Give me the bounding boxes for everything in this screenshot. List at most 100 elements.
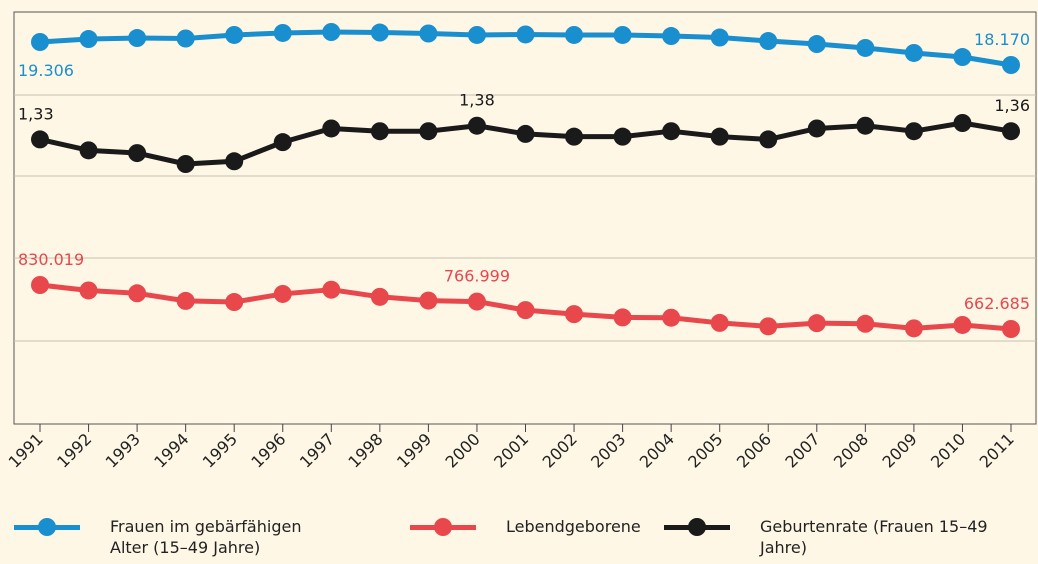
legend-label: Lebendgeborene: [506, 517, 641, 536]
plot-frame: [13, 11, 1037, 425]
x-tick-label: 1994: [150, 429, 192, 471]
legend-item: Frauen im gebärfähigen Alter (15–49 Jahr…: [14, 516, 340, 558]
x-tick-label: 1999: [393, 429, 435, 471]
point: [128, 284, 147, 303]
point: [176, 291, 195, 310]
legend-item: Lebendgeborene: [410, 516, 641, 538]
point: [467, 292, 486, 311]
point: [225, 152, 244, 171]
x-tick-label: 2000: [442, 429, 484, 471]
x-tick-label: 1996: [247, 429, 289, 471]
point: [370, 287, 389, 306]
x-tick-label: 2003: [587, 429, 629, 471]
point: [79, 281, 98, 300]
point: [759, 130, 778, 149]
point: [710, 28, 729, 47]
point: [710, 127, 729, 146]
point: [79, 30, 98, 49]
value-label: 19.306: [18, 61, 74, 80]
x-tick-label: 1993: [102, 429, 144, 471]
point: [807, 119, 826, 138]
x-tick-label: 2005: [684, 429, 726, 471]
x-tick-label: 2008: [830, 429, 872, 471]
x-tick-label: 2009: [879, 429, 921, 471]
point: [613, 127, 632, 146]
point: [856, 314, 875, 333]
x-tick-label: 2002: [539, 429, 581, 471]
point: [419, 291, 438, 310]
point: [1002, 320, 1020, 338]
point: [467, 116, 486, 135]
point: [516, 301, 535, 320]
point: [128, 144, 147, 163]
point: [467, 25, 486, 44]
point: [370, 23, 389, 42]
point: [322, 23, 341, 41]
legend-swatch: [664, 516, 730, 538]
x-tick-label: 1995: [199, 429, 241, 471]
point: [856, 38, 875, 57]
plot: 1991 1992 1993 1994 1995 1996 1997 1998 1999 2000…: [5, 11, 1037, 472]
value-label: 1,33: [18, 104, 54, 123]
point: [225, 293, 244, 312]
point: [662, 122, 681, 141]
point: [565, 305, 584, 324]
x-tick-label: 2007: [781, 429, 823, 471]
point: [662, 308, 681, 327]
point: [322, 280, 341, 299]
point: [273, 133, 292, 152]
x-tick-label: 2011: [976, 429, 1018, 471]
x-tick-label: 1998: [344, 429, 386, 471]
legend: Frauen im gebärfähigen Alter (15–49 Jahr…: [0, 516, 1038, 564]
point: [953, 48, 972, 67]
point: [128, 29, 147, 48]
point: [710, 313, 729, 332]
point: [807, 314, 826, 333]
x-tick-label: 2001: [490, 429, 532, 471]
point: [856, 116, 875, 135]
legend-swatch: [410, 516, 476, 538]
point: [565, 25, 584, 44]
point: [322, 119, 341, 138]
point: [419, 24, 438, 43]
x-tick-label: 2004: [636, 429, 678, 471]
point: [225, 25, 244, 44]
x-tick-label: 1992: [53, 429, 95, 471]
point: [904, 122, 923, 141]
legend-label: Frauen im gebärfähigen Alter (15–49 Jahr…: [110, 517, 302, 557]
value-label: 1,38: [459, 91, 495, 110]
point: [176, 29, 195, 48]
point: [565, 127, 584, 146]
x-tick-label: 1997: [296, 429, 338, 471]
value-label: 766.999: [444, 267, 510, 286]
point: [31, 33, 49, 52]
point: [31, 276, 49, 294]
point: [613, 308, 632, 327]
point: [273, 23, 292, 42]
point: [273, 284, 292, 303]
point: [613, 25, 632, 44]
point: [904, 43, 923, 62]
point: [79, 141, 98, 160]
point: [516, 124, 535, 143]
point: [807, 35, 826, 54]
point: [759, 32, 778, 51]
value-label: 662.685: [964, 294, 1030, 313]
point: [1002, 56, 1020, 74]
point: [662, 27, 681, 46]
value-label: 18.170: [974, 30, 1030, 49]
legend-item: Geburtenrate (Frauen 15–49 Jahre): [664, 516, 1038, 558]
point: [953, 114, 972, 132]
point: [370, 122, 389, 141]
value-label: 1,36: [994, 96, 1030, 115]
x-tick-label: 1991: [5, 429, 47, 471]
legend-label: Geburtenrate (Frauen 15–49 Jahre): [760, 517, 988, 557]
point: [419, 122, 438, 141]
x-tick-label: 2010: [927, 429, 969, 471]
point: [904, 319, 923, 338]
point: [516, 25, 535, 44]
x-tick-label: 2006: [733, 429, 775, 471]
point: [176, 155, 195, 173]
point: [759, 317, 778, 336]
